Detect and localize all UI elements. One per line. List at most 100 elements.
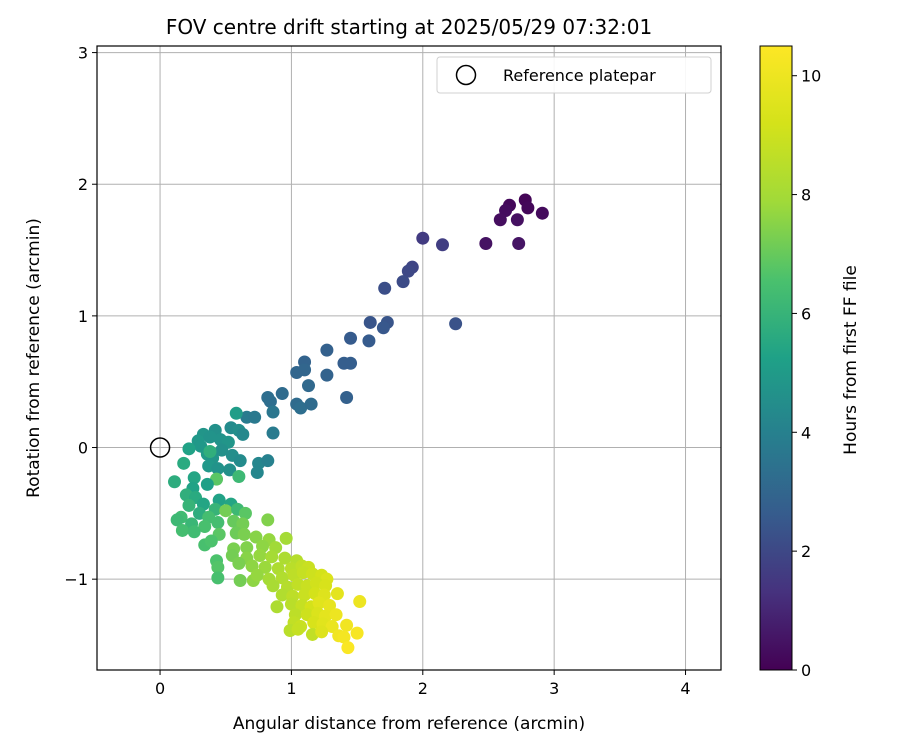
data-point bbox=[266, 426, 280, 440]
x-tick-label: 3 bbox=[549, 679, 559, 698]
colorbar-tick-label: 8 bbox=[801, 186, 811, 205]
data-point bbox=[223, 463, 237, 477]
data-point bbox=[325, 620, 339, 634]
data-point bbox=[237, 527, 251, 541]
data-point bbox=[535, 206, 549, 220]
colorbar-gradient bbox=[759, 45, 793, 671]
legend: Reference platepar bbox=[436, 56, 712, 94]
data-point bbox=[396, 275, 410, 289]
data-point bbox=[258, 560, 272, 574]
grid-lines bbox=[97, 46, 721, 670]
data-point bbox=[182, 498, 196, 512]
data-point bbox=[479, 236, 493, 250]
data-point bbox=[232, 469, 246, 483]
data-point bbox=[250, 568, 264, 582]
data-point bbox=[279, 531, 293, 545]
data-point bbox=[284, 597, 298, 611]
data-point bbox=[298, 588, 312, 602]
data-point bbox=[229, 406, 243, 420]
data-point bbox=[236, 517, 250, 531]
data-point bbox=[248, 410, 262, 424]
data-point bbox=[232, 556, 246, 570]
data-point bbox=[512, 236, 526, 250]
colorbar-ticks: 0 2 4 6 8 10 bbox=[792, 67, 821, 680]
data-point bbox=[521, 201, 535, 215]
data-point bbox=[337, 630, 351, 644]
data-point bbox=[261, 513, 275, 527]
data-point bbox=[204, 534, 218, 548]
data-point bbox=[219, 504, 233, 518]
data-point bbox=[362, 334, 376, 348]
data-point bbox=[323, 598, 337, 612]
colorbar-label: Hours from first FF file bbox=[841, 265, 861, 455]
data-point bbox=[510, 213, 524, 227]
data-point bbox=[253, 548, 267, 562]
data-point bbox=[378, 281, 392, 295]
data-point bbox=[168, 475, 182, 489]
x-tick-label: 1 bbox=[286, 679, 296, 698]
y-tick-label: 1 bbox=[78, 307, 88, 326]
data-point bbox=[200, 477, 214, 491]
data-point bbox=[320, 343, 334, 357]
colorbar-tick-label: 10 bbox=[801, 67, 821, 86]
data-point bbox=[211, 560, 225, 574]
data-point bbox=[320, 368, 334, 382]
data-point bbox=[215, 443, 229, 457]
data-point bbox=[170, 513, 184, 527]
x-axis-ticks: 0 1 2 3 4 bbox=[155, 670, 691, 698]
legend-label: Reference platepar bbox=[503, 66, 656, 85]
data-point bbox=[187, 525, 201, 539]
colorbar-tick-label: 4 bbox=[801, 423, 811, 442]
y-tick-label: 3 bbox=[78, 44, 88, 63]
data-point bbox=[304, 397, 318, 411]
data-point bbox=[261, 454, 275, 468]
y-tick-label: −1 bbox=[64, 570, 88, 589]
colorbar: 0 2 4 6 8 10 Hours from first FF file bbox=[759, 45, 861, 680]
data-point bbox=[353, 595, 367, 609]
data-point bbox=[278, 551, 292, 565]
y-axis-ticks: −1 0 1 2 3 bbox=[64, 44, 97, 589]
data-point bbox=[337, 356, 351, 370]
legend-marker bbox=[455, 64, 477, 86]
data-point bbox=[240, 541, 254, 555]
y-axis-label: Rotation from reference (arcmin) bbox=[24, 218, 44, 498]
data-point bbox=[416, 231, 430, 245]
data-point bbox=[236, 427, 250, 441]
x-tick-label: 2 bbox=[418, 679, 428, 698]
data-point bbox=[340, 390, 354, 404]
data-point bbox=[187, 471, 201, 485]
x-axis-label: Angular distance from reference (arcmin) bbox=[233, 714, 585, 734]
data-point bbox=[449, 317, 463, 331]
data-point bbox=[211, 462, 225, 476]
data-point bbox=[298, 363, 312, 377]
data-point bbox=[177, 456, 191, 470]
data-point bbox=[401, 264, 415, 278]
data-point bbox=[203, 430, 217, 444]
legend-box bbox=[436, 56, 712, 94]
data-point bbox=[363, 315, 377, 329]
chart-title: FOV centre drift starting at 2025/05/29 … bbox=[166, 15, 652, 39]
x-tick-label: 0 bbox=[155, 679, 165, 698]
colorbar-tick-label: 2 bbox=[801, 542, 811, 561]
data-point bbox=[294, 401, 308, 415]
data-point bbox=[175, 523, 189, 537]
data-point bbox=[344, 331, 358, 345]
data-point bbox=[263, 394, 277, 408]
data-point bbox=[302, 379, 316, 393]
data-points bbox=[168, 193, 549, 655]
plot-frame bbox=[96, 45, 722, 671]
reference-point bbox=[149, 437, 171, 458]
data-point bbox=[249, 530, 263, 544]
data-point bbox=[435, 238, 449, 252]
data-point bbox=[291, 622, 305, 636]
data-point bbox=[493, 213, 507, 227]
data-point bbox=[203, 444, 217, 458]
colorbar-tick-label: 0 bbox=[801, 661, 811, 680]
data-point bbox=[329, 608, 343, 622]
data-point bbox=[340, 618, 354, 632]
data-point bbox=[312, 596, 326, 610]
data-point bbox=[275, 588, 289, 602]
data-point bbox=[211, 516, 225, 530]
